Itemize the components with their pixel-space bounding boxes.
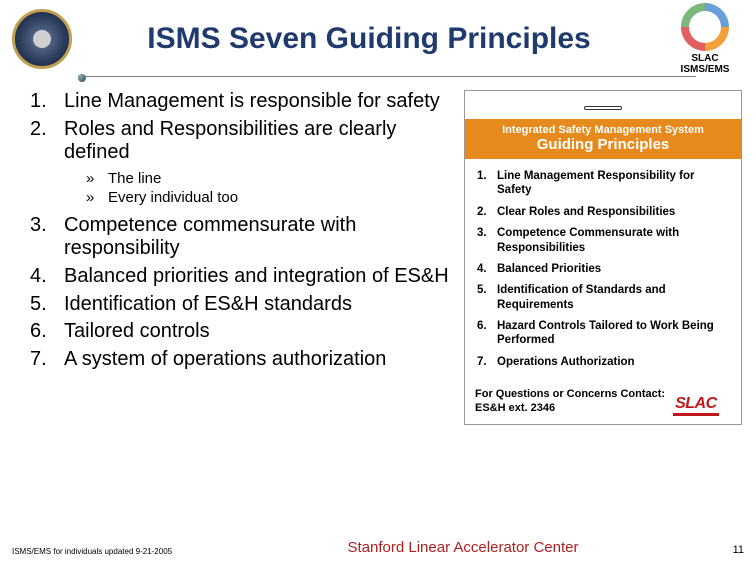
item-text: A system of operations authorization <box>64 348 386 372</box>
card-footer: For Questions or Concerns Contact: ES&H … <box>465 382 741 424</box>
list-item: 5. Identification of ES&H standards <box>30 293 452 317</box>
item-number: 3. <box>30 214 64 237</box>
sub-item: » The line <box>86 169 452 189</box>
bullet-icon: » <box>86 169 108 189</box>
footer-org: Stanford Linear Accelerator Center <box>212 539 714 556</box>
isms-ems-badge: SLAC ISMS/EMS <box>666 3 744 75</box>
list-item: 2. Roles and Responsibilities are clearl… <box>30 118 452 165</box>
bullet-icon: » <box>86 188 108 208</box>
principles-list-region: 1. Line Management is responsible for sa… <box>12 90 452 425</box>
contact-text: For Questions or Concerns Contact: ES&H … <box>475 388 665 416</box>
list-item: 7. A system of operations authorization <box>30 348 452 372</box>
reference-card: Integrated Safety Management System Guid… <box>464 90 742 425</box>
item-number: 4. <box>30 265 64 288</box>
slac-logo-icon: SLAC <box>673 395 719 416</box>
item-text: Line Management is responsible for safet… <box>64 90 440 114</box>
slide-footer: ISMS/EMS for individuals updated 9-21-20… <box>0 539 756 556</box>
banner-line1: Integrated Safety Management System <box>469 124 737 136</box>
badge-line1: SLAC <box>666 53 744 64</box>
item-number: 6. <box>30 320 64 343</box>
item-number: 1. <box>30 90 64 113</box>
list-item: 4. Balanced priorities and integration o… <box>30 265 452 289</box>
card-row: 5.Identification of Standards and Requir… <box>477 283 729 312</box>
item-text: Identification of ES&H standards <box>64 293 352 317</box>
card-row: 4.Balanced Priorities <box>477 262 729 276</box>
item-text: Competence commensurate with responsibil… <box>64 214 452 261</box>
card-row: 2.Clear Roles and Responsibilities <box>477 205 729 219</box>
footer-stamp: ISMS/EMS for individuals updated 9-21-20… <box>12 547 212 556</box>
slide-body: 1. Line Management is responsible for sa… <box>0 80 756 425</box>
reference-card-region: Integrated Safety Management System Guid… <box>464 90 744 425</box>
card-row: 7.Operations Authorization <box>477 355 729 369</box>
title-underline <box>78 74 696 80</box>
item-number: 7. <box>30 348 64 371</box>
slide-header: ISMS Seven Guiding Principles SLAC ISMS/… <box>0 0 756 74</box>
principles-list-bottom: 3. Competence commensurate with responsi… <box>12 214 452 372</box>
sub-item: » Every individual too <box>86 188 452 208</box>
item-number: 2. <box>30 118 64 141</box>
banner-line2: Guiding Principles <box>469 136 737 153</box>
sub-text: Every individual too <box>108 188 238 208</box>
list-item: 6. Tailored controls <box>30 320 452 344</box>
sub-list: » The line » Every individual too <box>12 169 452 208</box>
item-number: 5. <box>30 293 64 316</box>
item-text: Tailored controls <box>64 320 210 344</box>
cycle-ring-icon <box>681 3 729 51</box>
sub-text: The line <box>108 169 161 189</box>
card-row: 3.Competence Commensurate with Responsib… <box>477 226 729 255</box>
list-item: 1. Line Management is responsible for sa… <box>30 90 452 114</box>
card-chip <box>584 106 622 110</box>
card-row: 1.Line Management Responsibility for Saf… <box>477 169 729 198</box>
slide-title: ISMS Seven Guiding Principles <box>72 22 666 56</box>
card-list: 1.Line Management Responsibility for Saf… <box>465 159 741 382</box>
card-banner: Integrated Safety Management System Guid… <box>465 119 741 159</box>
page-number: 11 <box>714 544 744 556</box>
principles-list-top: 1. Line Management is responsible for sa… <box>12 90 452 165</box>
card-top <box>465 91 741 119</box>
card-row: 6.Hazard Controls Tailored to Work Being… <box>477 319 729 348</box>
item-text: Roles and Responsibilities are clearly d… <box>64 118 452 165</box>
list-item: 3. Competence commensurate with responsi… <box>30 214 452 261</box>
doe-seal-icon <box>12 9 72 69</box>
item-text: Balanced priorities and integration of E… <box>64 265 449 289</box>
